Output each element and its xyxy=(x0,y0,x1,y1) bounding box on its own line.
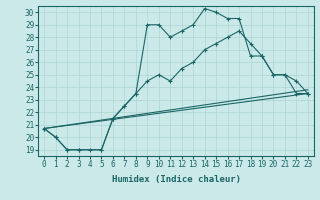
X-axis label: Humidex (Indice chaleur): Humidex (Indice chaleur) xyxy=(111,175,241,184)
